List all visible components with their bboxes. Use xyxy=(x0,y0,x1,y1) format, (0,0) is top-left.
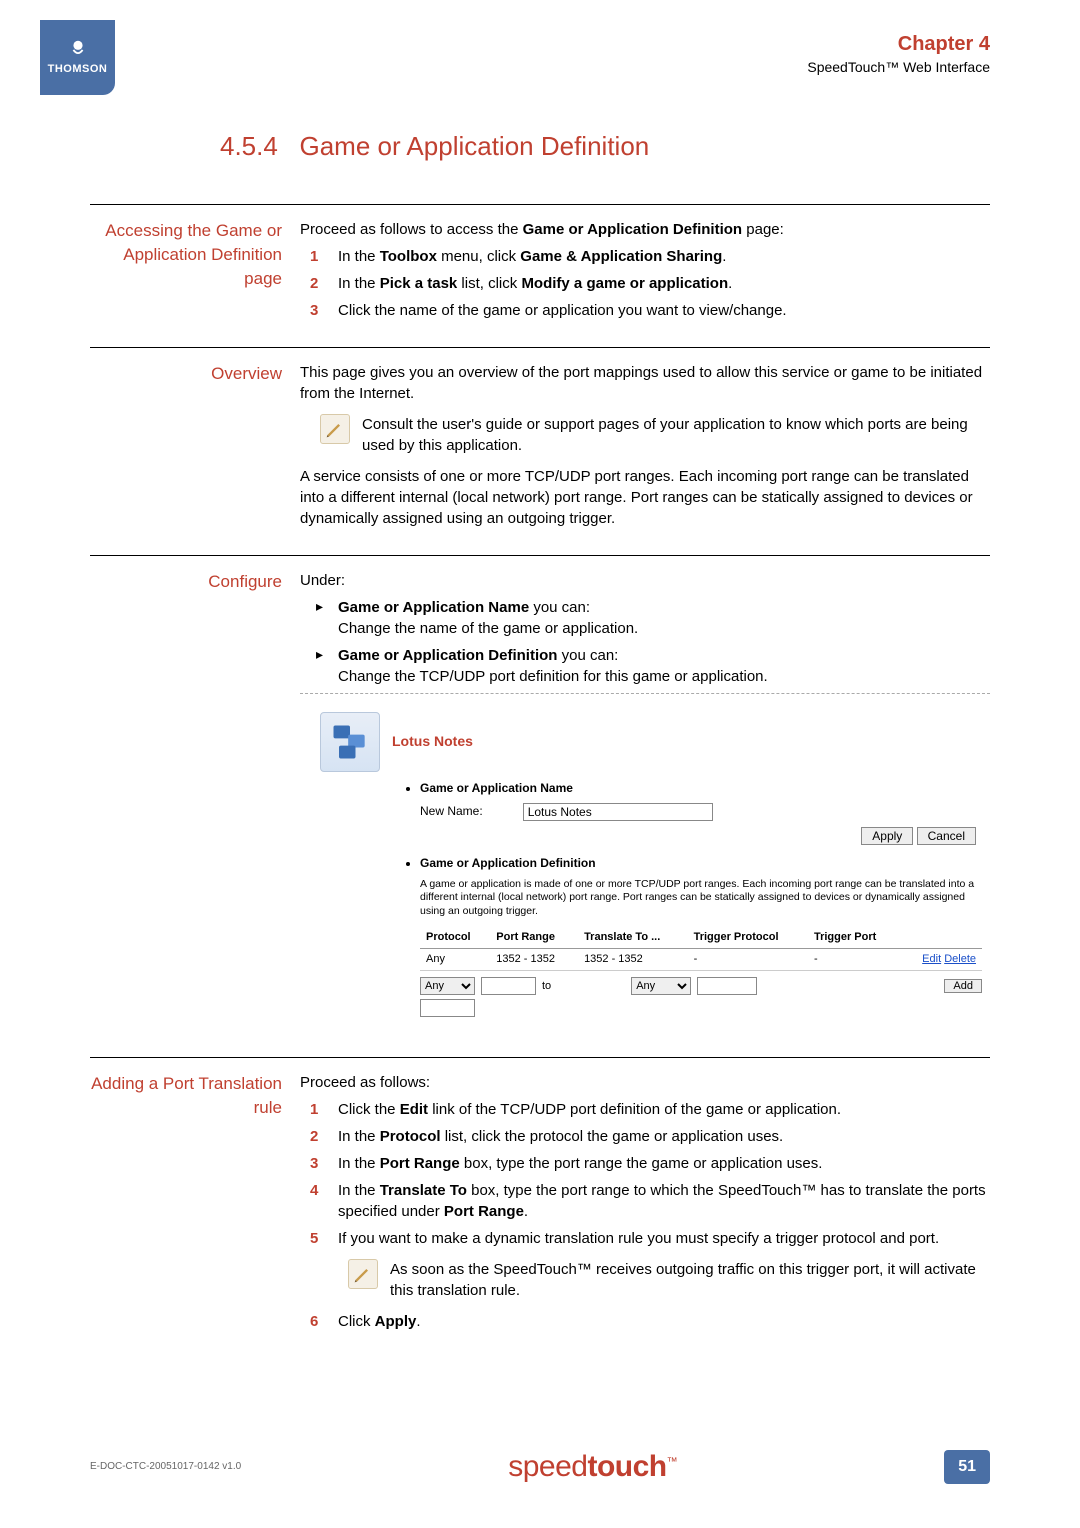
chapter-subtitle: SpeedTouch™ Web Interface xyxy=(90,58,990,78)
accessing-label: Accessing the Game or Application Defini… xyxy=(90,219,300,327)
page-header: Chapter 4 SpeedTouch™ Web Interface xyxy=(90,30,990,78)
overview-p1: This page gives you an overview of the p… xyxy=(300,362,990,404)
adding-note: As soon as the SpeedTouch™ receives outg… xyxy=(390,1259,990,1301)
section-title: Game or Application Definition xyxy=(300,131,650,161)
newname-label: New Name: xyxy=(420,803,483,820)
thomson-icon xyxy=(67,38,89,60)
section-heading: 4.5.4 Game or Application Definition xyxy=(220,128,990,164)
cancel-button[interactable]: Cancel xyxy=(917,827,976,845)
port-input-row: Any to Any Add xyxy=(420,977,982,995)
trigger-protocol-select[interactable]: Any xyxy=(631,977,691,995)
panel-section2-label: Game or Application Definition xyxy=(420,855,982,872)
section-number: 4.5.4 xyxy=(220,131,278,161)
brand-name: THOMSON xyxy=(48,62,108,77)
overview-label: Overview xyxy=(90,362,300,535)
footer-logo: speedtouch™ xyxy=(508,1446,677,1488)
configure-under: Under: xyxy=(300,570,990,591)
port-from-input[interactable] xyxy=(481,977,536,995)
configure-label: Configure xyxy=(90,570,300,1037)
page-footer: E-DOC-CTC-20051017-0142 v1.0 speedtouch™… xyxy=(90,1446,990,1488)
accessing-intro: Proceed as follows to access the Game or… xyxy=(300,219,990,240)
add-button[interactable]: Add xyxy=(944,979,982,993)
page-number: 51 xyxy=(944,1450,990,1484)
edit-link[interactable]: Edit xyxy=(922,953,941,965)
port-table: Protocol Port Range Translate To ... Tri… xyxy=(420,927,982,972)
app-title: Lotus Notes xyxy=(392,732,473,752)
panel-desc: A game or application is made of one or … xyxy=(320,878,982,919)
note-icon xyxy=(348,1259,378,1289)
adding-label: Adding a Port Translation rule xyxy=(90,1072,300,1338)
overview-p2: A service consists of one or more TCP/UD… xyxy=(300,466,990,529)
panel-section1-label: Game or Application Name xyxy=(420,780,982,797)
accessing-steps: 1 In the Toolbox menu, click Game & Appl… xyxy=(300,246,990,321)
trigger-port-input[interactable] xyxy=(697,977,757,995)
protocol-select[interactable]: Any xyxy=(420,977,475,995)
app-definition-panel: Lotus Notes Game or Application Name New… xyxy=(312,706,990,1025)
app-icon xyxy=(320,712,380,772)
port-extra-input[interactable] xyxy=(420,999,475,1017)
apply-button[interactable]: Apply xyxy=(861,827,913,845)
overview-note: Consult the user's guide or support page… xyxy=(362,414,990,456)
adding-steps: 1 Click the Edit link of the TCP/UDP por… xyxy=(300,1099,990,1249)
table-row: Any 1352 - 1352 1352 - 1352 - - Edit Del… xyxy=(420,948,982,970)
brand-logo: THOMSON xyxy=(40,20,115,95)
adding-intro: Proceed as follows: xyxy=(300,1072,990,1093)
configure-list: Game or Application Name you can: Change… xyxy=(300,597,990,687)
delete-link[interactable]: Delete xyxy=(944,953,976,965)
note-icon xyxy=(320,414,350,444)
newname-input[interactable] xyxy=(523,803,713,821)
chapter-title: Chapter 4 xyxy=(90,30,990,58)
footer-docid: E-DOC-CTC-20051017-0142 v1.0 xyxy=(90,1460,241,1474)
